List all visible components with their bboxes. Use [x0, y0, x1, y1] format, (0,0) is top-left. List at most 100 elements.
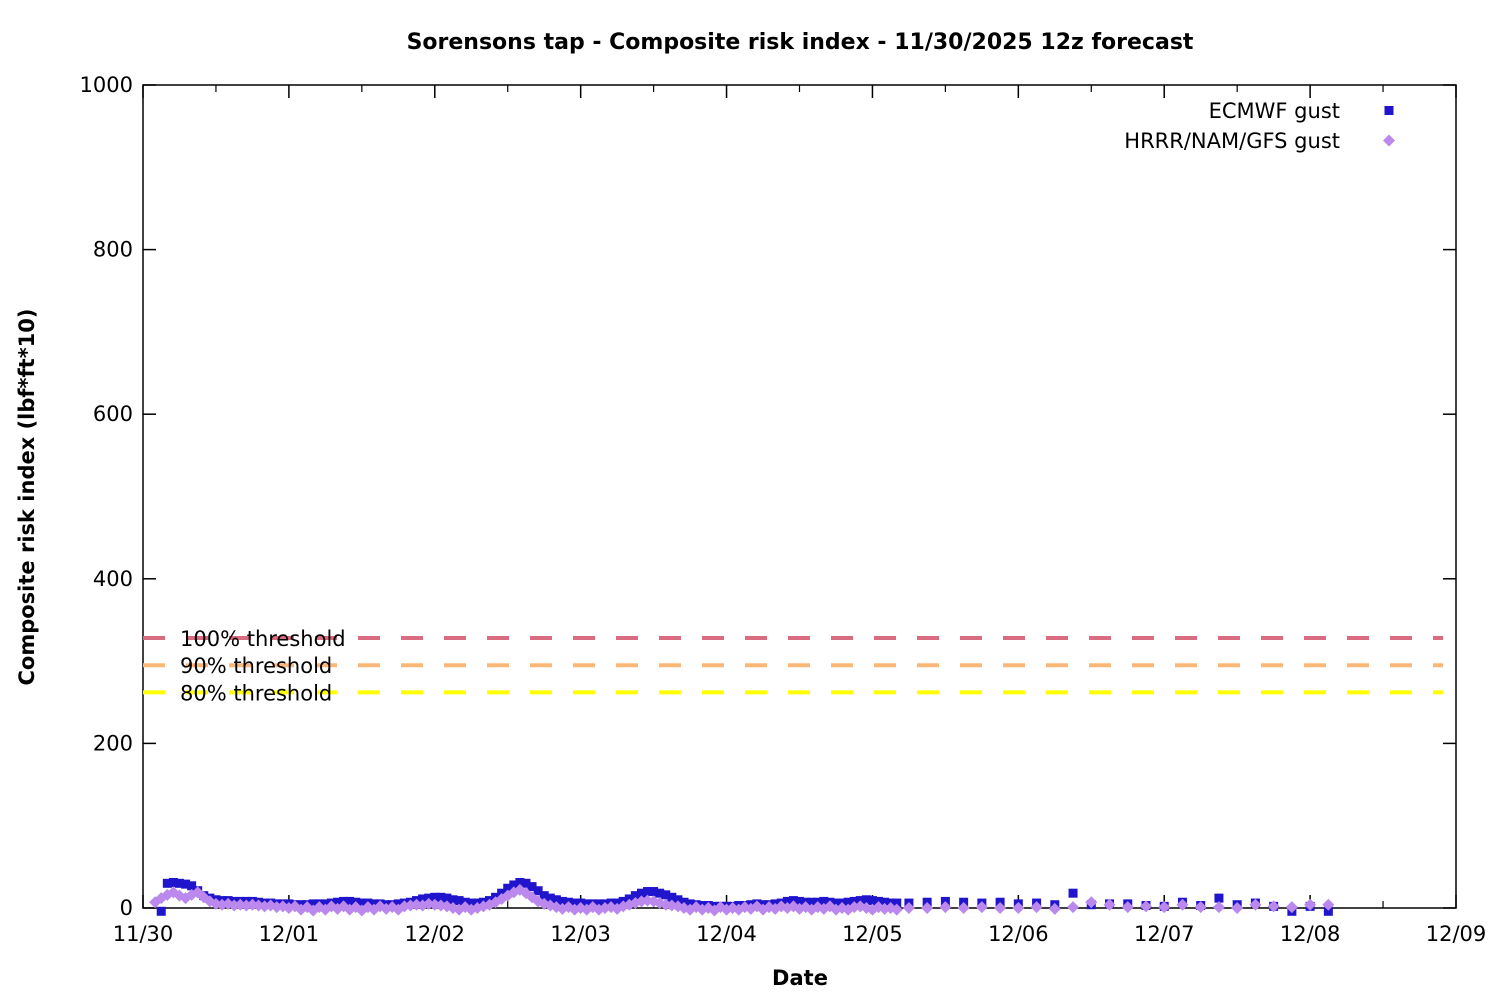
data-point-diamond — [1103, 898, 1116, 911]
x-tick-label: 12/03 — [550, 922, 611, 946]
data-point-square — [418, 894, 428, 904]
legend-label: HRRR/NAM/GFS gust — [1124, 129, 1340, 153]
x-tick-label: 12/01 — [259, 922, 320, 946]
data-point-square — [503, 883, 513, 893]
threshold-label: 90% threshold — [180, 654, 332, 678]
data-point-square — [527, 882, 537, 892]
data-point-square — [1323, 906, 1333, 916]
data-point-diamond — [1048, 902, 1061, 915]
data-point-diamond — [1158, 901, 1171, 914]
data-point-square — [643, 887, 653, 897]
data-point-square — [430, 892, 440, 902]
data-point-square — [448, 895, 458, 905]
x-tick-label: 12/05 — [842, 922, 903, 946]
y-tick-label: 1000 — [80, 73, 133, 97]
data-point-square — [515, 877, 525, 887]
data-point-diamond — [957, 902, 970, 914]
data-point-square — [345, 896, 355, 906]
data-point-diamond — [1267, 900, 1280, 913]
data-point-square — [454, 896, 464, 906]
data-point-square — [181, 879, 191, 889]
data-point-diamond — [1139, 900, 1152, 913]
data-point-square — [533, 886, 543, 896]
data-point-diamond — [1322, 898, 1335, 911]
data-point-diamond — [1231, 902, 1244, 914]
data-point-diamond — [902, 902, 915, 914]
threshold-label: 100% threshold — [180, 627, 346, 651]
data-point-square — [436, 892, 446, 902]
data-point-square — [861, 895, 871, 905]
data-point-square — [168, 877, 178, 887]
legend-label: ECMWF gust — [1209, 99, 1340, 123]
y-tick-label: 800 — [93, 238, 133, 262]
data-point-diamond — [1121, 901, 1134, 914]
data-point-diamond — [1085, 896, 1098, 909]
x-tick-label: 12/08 — [1280, 922, 1341, 946]
data-point-diamond — [921, 902, 934, 914]
data-point-square — [880, 897, 890, 907]
data-point-square — [649, 887, 659, 897]
data-point-square — [557, 896, 567, 906]
data-point-diamond — [975, 901, 988, 914]
data-point-square — [630, 891, 640, 901]
data-point-square — [667, 892, 677, 902]
data-point-square — [782, 896, 792, 906]
data-point-diamond — [890, 903, 903, 916]
data-point-square — [174, 878, 184, 888]
data-point-square — [661, 890, 671, 900]
y-tick-label: 400 — [93, 567, 133, 591]
data-point-square — [831, 898, 841, 908]
threshold-label: 80% threshold — [180, 681, 332, 705]
data-point-square — [843, 897, 853, 907]
data-point-diamond — [1304, 898, 1317, 911]
data-point-square — [156, 906, 166, 916]
data-point-square — [819, 896, 829, 906]
data-point-square — [187, 881, 197, 891]
x-tick-label: 12/06 — [988, 922, 1049, 946]
legend-marker-diamond — [1383, 134, 1395, 147]
data-point-square — [1214, 893, 1224, 903]
data-point-square — [466, 898, 476, 908]
x-tick-label: 12/09 — [1426, 922, 1487, 946]
data-point-diamond — [1194, 901, 1207, 914]
data-point-square — [892, 898, 902, 908]
x-tick-label: 11/30 — [113, 922, 174, 946]
x-axis-label: Date — [772, 966, 828, 990]
data-point-diamond — [1067, 901, 1080, 914]
y-tick-label: 0 — [120, 896, 133, 920]
data-point-square — [521, 878, 531, 888]
data-point-diamond — [1012, 902, 1025, 914]
x-tick-label: 12/07 — [1134, 922, 1195, 946]
data-point-diamond — [939, 901, 952, 914]
y-tick-label: 600 — [93, 402, 133, 426]
data-point-diamond — [1285, 901, 1298, 914]
data-point-square — [545, 893, 555, 903]
data-point-square — [551, 895, 561, 905]
chart-title: Sorensons tap - Composite risk index - 1… — [406, 30, 1194, 55]
data-point-square — [357, 898, 367, 908]
data-point-square — [333, 897, 343, 907]
legend-marker-square — [1384, 106, 1394, 115]
data-point-square — [807, 897, 817, 907]
x-tick-label: 12/02 — [405, 922, 466, 946]
data-point-square — [655, 888, 665, 898]
data-point-square — [570, 898, 580, 908]
y-tick-label: 200 — [93, 731, 133, 755]
data-point-diamond — [1212, 901, 1225, 914]
data-point-square — [673, 895, 683, 905]
plot-border — [142, 84, 1457, 909]
data-point-square — [308, 899, 318, 909]
data-point-square — [636, 888, 646, 898]
data-point-square — [442, 893, 452, 903]
data-point-square — [867, 896, 877, 906]
data-point-square — [795, 896, 804, 906]
data-point-diamond — [1249, 898, 1262, 911]
data-point-square — [539, 891, 549, 901]
data-point-square — [162, 878, 172, 888]
data-point-diamond — [1030, 901, 1043, 914]
data-point-square — [1068, 888, 1078, 898]
data-point-diamond — [994, 902, 1007, 914]
data-point-square — [509, 880, 519, 890]
